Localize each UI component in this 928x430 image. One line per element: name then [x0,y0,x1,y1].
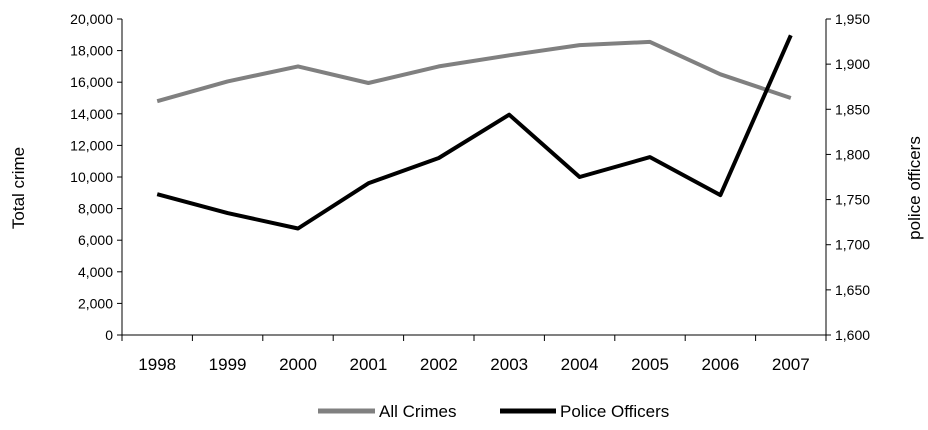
x-tick-label: 2005 [631,355,669,374]
y-tick-label-left: 8,000 [78,201,113,217]
legend-label-police-officers: Police Officers [560,402,669,421]
y-tick-label-right: 1,800 [835,146,870,162]
y-axis-title-right: police officers [905,136,924,240]
y-tick-label-right: 1,950 [835,11,870,27]
x-tick-label: 1999 [209,355,247,374]
x-tick-label: 2007 [772,355,810,374]
x-tick-label: 2000 [279,355,317,374]
axes-group [122,19,826,335]
y-tick-label-right: 1,700 [835,237,870,253]
y-tick-label-left: 4,000 [78,264,113,280]
x-tick-label: 2003 [490,355,528,374]
x-tick-label: 2001 [349,355,387,374]
y-tick-label-left: 18,000 [70,43,113,59]
y-tick-label-right: 1,650 [835,282,870,298]
y-tick-label-left: 16,000 [70,74,113,90]
y-tick-label-left: 20,000 [70,11,113,27]
y-tick-label-right: 1,850 [835,101,870,117]
y-tick-label-left: 2,000 [78,295,113,311]
y-tick-label-left: 14,000 [70,106,113,122]
x-tick-label: 2004 [561,355,599,374]
y-tick-label-right: 1,600 [835,327,870,343]
ticks-group: 0 2,000 4,000 6,000 8,000 10,000 12,000 14,000 1… [70,11,870,374]
series-group [157,35,791,228]
x-tick-label: 1998 [138,355,176,374]
y-tick-label-left: 6,000 [78,232,113,248]
y-axis-title-left: Total crime [9,147,28,229]
series-line-all-crimes [157,42,791,101]
y-tick-label-left: 0 [105,327,113,343]
x-tick-label: 2006 [701,355,739,374]
y-tick-label-left: 12,000 [70,137,113,153]
y-tick-label-right: 1,900 [835,56,870,72]
y-tick-label-right: 1,750 [835,192,870,208]
legend-label-all-crimes: All Crimes [379,402,456,421]
y-tick-label-left: 10,000 [70,169,113,185]
x-tick-label: 2002 [420,355,458,374]
legend: All Crimes Police Officers [318,402,669,421]
labels-group: Total crime police officers [9,136,924,240]
